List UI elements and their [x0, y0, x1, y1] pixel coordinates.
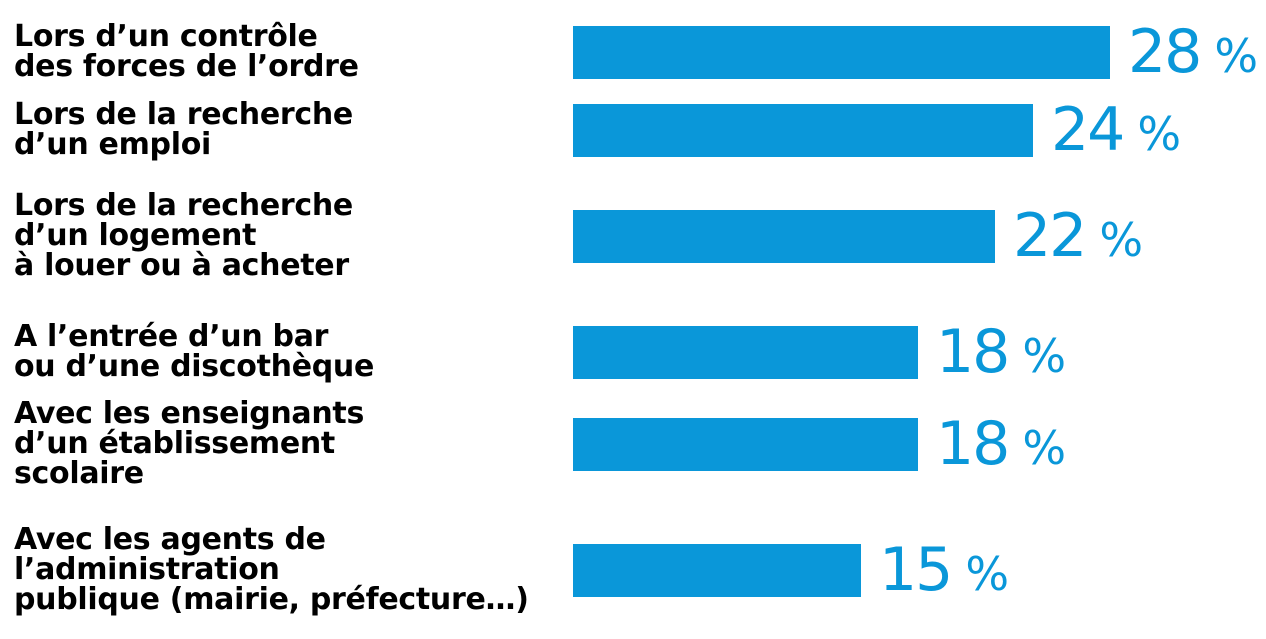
category-label: Lors de la recherche d’un emploi: [14, 97, 353, 162]
bar: [573, 209, 995, 263]
value-number: 24: [1051, 95, 1125, 165]
category-label: Avec les enseignants d’un établissement …: [14, 396, 365, 491]
category-label: A l’entrée d’un bar ou d’une discothèque: [14, 319, 375, 384]
value-label: 18%: [936, 414, 1066, 474]
value-unit: %: [1099, 213, 1144, 267]
value-unit: %: [1022, 421, 1067, 475]
bar: [573, 25, 1110, 79]
value-label: 28%: [1128, 22, 1258, 82]
category-label: Lors d’un contrôle des forces de l’ordre: [14, 19, 359, 84]
value-label: 18%: [936, 322, 1066, 382]
value-label: 24%: [1051, 100, 1181, 160]
value-number: 28: [1128, 17, 1202, 87]
value-unit: %: [1022, 329, 1067, 383]
bar: [573, 103, 1033, 157]
value-unit: %: [1214, 29, 1259, 83]
bar: [573, 417, 918, 471]
value-number: 18: [936, 317, 1010, 387]
category-label: Avec les agents de l’administration publ…: [14, 522, 529, 617]
value-number: 15: [879, 535, 953, 605]
value-number: 22: [1013, 201, 1087, 271]
value-label: 15%: [879, 540, 1009, 600]
value-unit: %: [1137, 107, 1182, 161]
bar: [573, 325, 918, 379]
category-label: Lors de la recherche d’un logement à lou…: [14, 188, 353, 283]
bar: [573, 543, 861, 597]
value-unit: %: [965, 547, 1010, 601]
value-label: 22%: [1013, 206, 1143, 266]
value-number: 18: [936, 409, 1010, 479]
